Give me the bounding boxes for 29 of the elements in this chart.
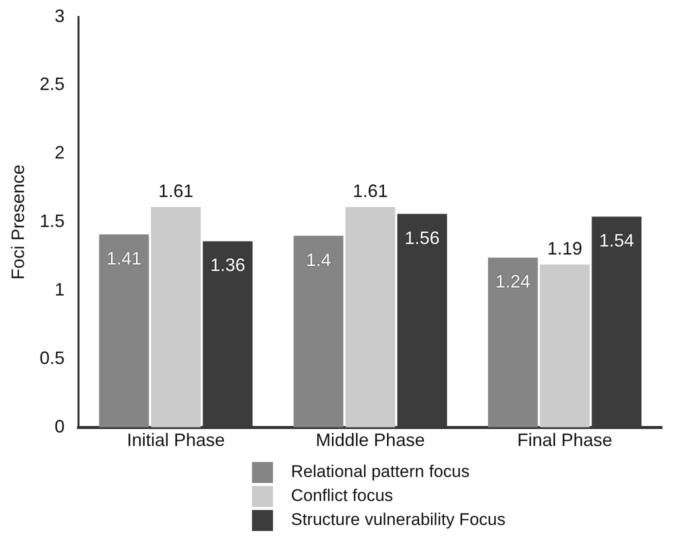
y-axis-title: Foci Presence (8, 164, 28, 280)
data-label: 1.36 (210, 255, 246, 276)
y-tick-label: 2 (54, 142, 65, 163)
legend-label: Conflict focus (291, 486, 394, 506)
x-tick-label: Initial Phase (126, 430, 225, 450)
data-label: 1.24 (495, 272, 530, 292)
data-label: 1.56 (404, 228, 440, 248)
x-tick-label: Final Phase (517, 430, 612, 450)
data-label: 1.54 (599, 230, 634, 251)
data-label: 1.4 (306, 250, 331, 270)
y-tick-label: 3 (54, 6, 65, 26)
legend-label: Relational pattern focus (291, 462, 470, 482)
bar (488, 258, 538, 428)
x-tick-label: Middle Phase (316, 430, 425, 450)
legend-label: Structure vulnerability Focus (291, 510, 506, 530)
y-tick-label: 0.5 (40, 348, 65, 368)
y-tick-label: 1.5 (40, 211, 65, 232)
y-tick-label: 1 (54, 280, 65, 300)
bar (150, 207, 201, 428)
data-label: 1.61 (352, 181, 388, 202)
data-label: 1.41 (106, 248, 142, 268)
y-tick-label: 2.5 (40, 74, 65, 94)
bar (99, 234, 149, 428)
bar (540, 264, 590, 428)
bar (345, 207, 396, 428)
y-tick-label: 0 (54, 416, 65, 436)
data-label: 1.19 (547, 238, 582, 258)
bar (294, 236, 344, 428)
data-label: 1.61 (158, 181, 194, 202)
